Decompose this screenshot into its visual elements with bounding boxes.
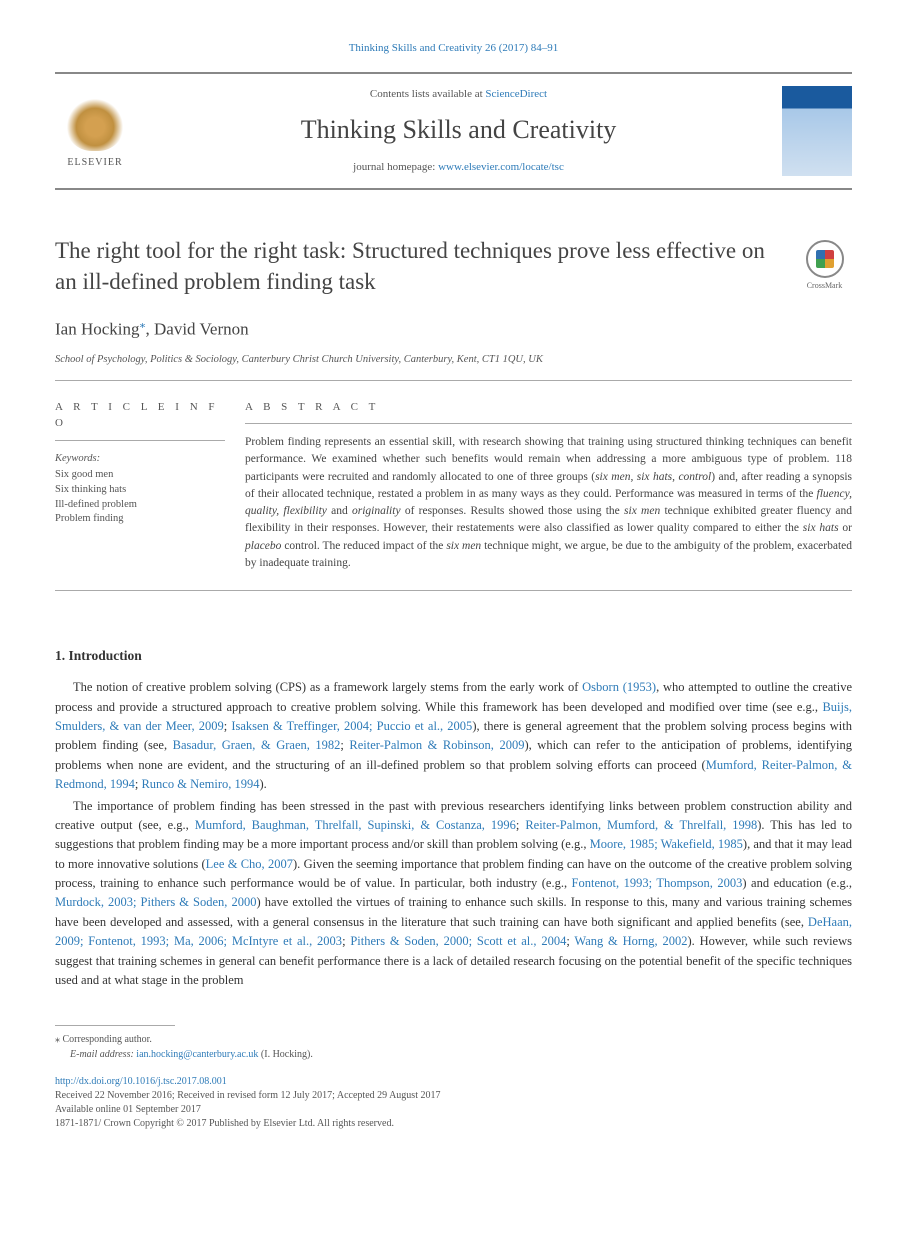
abstract-span: or	[839, 522, 852, 534]
footnote-separator	[55, 1025, 175, 1026]
citation-link[interactable]: Reiter-Palmon & Robinson, 2009	[349, 738, 524, 752]
citation-link[interactable]: Pithers & Soden, 2000; Scott et al., 200…	[350, 934, 566, 948]
citation-link[interactable]: Lee & Cho, 2007	[206, 857, 293, 871]
article-info-label: A R T I C L E I N F O	[55, 399, 225, 441]
authors: Ian Hocking⁎, David Vernon	[55, 315, 852, 342]
abstract-italic: placebo	[245, 540, 281, 552]
abstract-italic: originality	[352, 505, 401, 517]
keyword-item: Ill-defined problem	[55, 498, 225, 513]
article-info-block: A R T I C L E I N F O Keywords: Six good…	[55, 399, 245, 573]
section-heading-intro: 1. Introduction	[55, 646, 852, 666]
email-note: E-mail address: ian.hocking@canterbury.a…	[70, 1047, 852, 1062]
elsevier-tree-icon	[65, 91, 125, 151]
keywords-heading: Keywords:	[55, 451, 225, 467]
citation-link[interactable]: Reiter-Palmon, Mumford, & Threlfall, 199…	[525, 818, 757, 832]
abstract-label: A B S T R A C T	[245, 399, 852, 425]
crossmark-label: CrossMark	[807, 280, 843, 292]
body-text: The notion of creative problem solving (…	[73, 680, 582, 694]
sciencedirect-link[interactable]: ScienceDirect	[485, 88, 547, 100]
corresponding-author-note: ⁎ Corresponding author.	[55, 1032, 852, 1047]
email-label: E-mail address:	[70, 1049, 136, 1060]
citation-link[interactable]: Runco & Nemiro, 1994	[141, 777, 259, 791]
body-text: ) and education (e.g.,	[742, 876, 852, 890]
citation-link[interactable]: Mumford, Baughman, Threlfall, Supinski, …	[195, 818, 516, 832]
abstract-text: Problem finding represents an essential …	[245, 434, 852, 572]
email-link[interactable]: ian.hocking@canterbury.ac.uk	[136, 1049, 258, 1060]
available-online: Available online 01 September 2017	[55, 1103, 852, 1117]
keyword-item: Six thinking hats	[55, 483, 225, 498]
contents-prefix: Contents lists available at	[370, 88, 485, 100]
body-text: ;	[516, 818, 525, 832]
crossmark-icon	[806, 240, 844, 278]
contents-line: Contents lists available at ScienceDirec…	[135, 86, 782, 103]
intro-paragraph-2: The importance of problem finding has be…	[55, 797, 852, 991]
citation-link[interactable]: Wang & Horng, 2002	[574, 934, 687, 948]
homepage-line: journal homepage: www.elsevier.com/locat…	[135, 159, 782, 176]
abstract-span: and	[327, 505, 352, 517]
abstract-span: of responses. Results showed those using…	[401, 505, 624, 517]
journal-name: Thinking Skills and Creativity	[135, 110, 782, 149]
email-suffix: (I. Hocking).	[258, 1049, 312, 1060]
abstract-italic: six men, six hats, control	[595, 471, 711, 483]
crossmark-badge[interactable]: CrossMark	[797, 240, 852, 292]
citation-link[interactable]: Osborn (1953)	[582, 680, 656, 694]
citation-link[interactable]: Basadur, Graen, & Graen, 1982	[173, 738, 341, 752]
citation-link[interactable]: Isaksen & Treffinger, 2004; Puccio et al…	[231, 719, 472, 733]
publisher-logo: ELSEVIER	[55, 91, 135, 170]
keyword-item: Problem finding	[55, 512, 225, 527]
author-2: David Vernon	[154, 319, 249, 338]
body-text: ).	[260, 777, 267, 791]
keyword-item: Six good men	[55, 468, 225, 483]
article-title: The right tool for the right task: Struc…	[55, 235, 777, 297]
header-citation: Thinking Skills and Creativity 26 (2017)…	[55, 40, 852, 57]
abstract-italic: six hats	[803, 522, 839, 534]
article-history: Received 22 November 2016; Received in r…	[55, 1089, 852, 1103]
issn-copyright: 1871-1871/ Crown Copyright © 2017 Publis…	[55, 1117, 852, 1131]
abstract-block: A B S T R A C T Problem finding represen…	[245, 399, 852, 573]
citation-link[interactable]: Moore, 1985; Wakefield, 1985	[590, 837, 743, 851]
journal-cover-thumbnail	[782, 86, 852, 176]
intro-paragraph-1: The notion of creative problem solving (…	[55, 678, 852, 794]
author-1: Ian Hocking	[55, 319, 140, 338]
author-sep: ,	[146, 319, 155, 338]
homepage-link[interactable]: www.elsevier.com/locate/tsc	[438, 161, 564, 173]
publisher-name: ELSEVIER	[67, 155, 122, 170]
abstract-italic: six men	[624, 505, 660, 517]
homepage-prefix: journal homepage:	[353, 161, 438, 173]
doi-link[interactable]: http://dx.doi.org/10.1016/j.tsc.2017.08.…	[55, 1074, 852, 1089]
citation-link[interactable]: Fontenot, 1993; Thompson, 2003	[572, 876, 743, 890]
journal-banner: ELSEVIER Contents lists available at Sci…	[55, 72, 852, 190]
abstract-span: control. The reduced impact of the	[281, 540, 446, 552]
abstract-italic: six men	[446, 540, 481, 552]
citation-link[interactable]: Murdock, 2003; Pithers & Soden, 2000	[55, 895, 256, 909]
affiliation: School of Psychology, Politics & Sociolo…	[55, 352, 852, 381]
